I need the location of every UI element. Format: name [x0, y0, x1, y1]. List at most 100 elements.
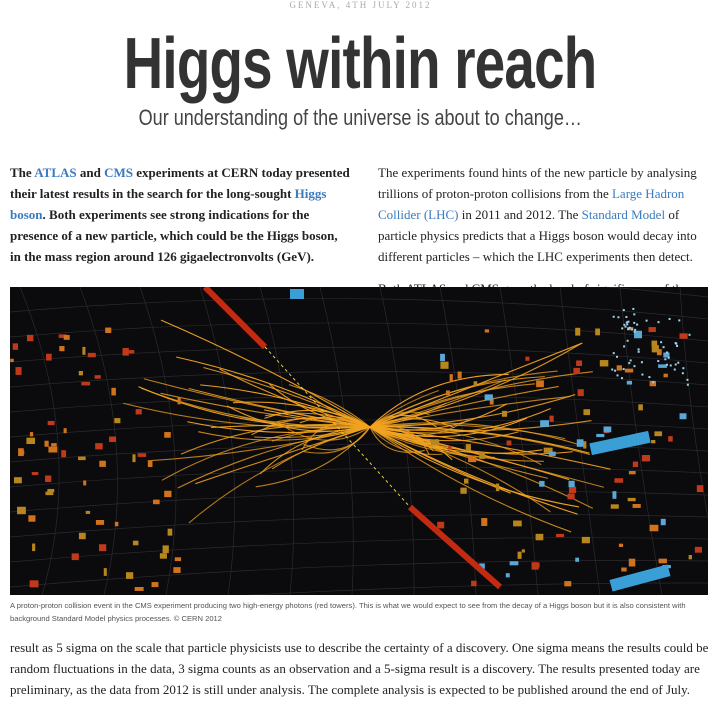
cell — [103, 568, 107, 576]
cell — [548, 451, 556, 456]
cell — [596, 433, 605, 438]
cell — [87, 352, 96, 358]
cell — [32, 543, 36, 552]
hit — [612, 352, 615, 355]
image-background — [10, 287, 708, 595]
dateline: GENEVA, 4TH JULY 2012 — [289, 0, 432, 10]
cell — [624, 368, 634, 373]
cell — [26, 437, 36, 445]
hit — [627, 328, 630, 331]
hit — [662, 346, 665, 349]
cell — [612, 491, 617, 499]
track — [285, 426, 371, 441]
hit — [626, 339, 629, 342]
cell — [29, 580, 39, 588]
hit — [637, 348, 640, 351]
track — [369, 426, 580, 508]
track — [288, 384, 371, 428]
cell — [614, 478, 624, 483]
continuation: result as 5 sigma on the scale that part… — [10, 637, 715, 700]
subtitle-wrap: Our understanding of the universe is abo… — [0, 105, 721, 131]
cell — [679, 413, 687, 420]
cell — [658, 558, 667, 564]
hit — [682, 367, 685, 370]
cell — [58, 334, 67, 338]
track — [160, 392, 371, 428]
cell — [45, 475, 52, 483]
cell — [430, 440, 440, 446]
link[interactable]: Higgs boson — [10, 186, 327, 222]
link[interactable]: Standard Model — [581, 207, 666, 222]
hit — [676, 344, 679, 347]
cell — [440, 361, 449, 369]
grid-line — [439, 287, 477, 595]
cell — [95, 519, 105, 525]
cell — [540, 420, 549, 427]
cell — [132, 540, 139, 546]
photon-tower — [202, 287, 268, 350]
cell — [583, 409, 591, 416]
cell — [134, 586, 144, 591]
track — [369, 426, 511, 494]
cell — [517, 551, 522, 559]
cell — [449, 374, 453, 383]
hit — [686, 383, 689, 386]
hit — [633, 313, 636, 316]
cell — [10, 358, 14, 363]
cell — [656, 349, 662, 356]
hit — [688, 333, 691, 336]
cell — [464, 478, 469, 484]
cell — [59, 346, 65, 352]
track — [271, 426, 371, 442]
cell — [679, 333, 688, 339]
hit — [660, 341, 663, 344]
photon-tower — [408, 504, 502, 590]
hit — [657, 321, 660, 324]
track — [369, 383, 536, 428]
hit — [616, 355, 619, 358]
cell — [174, 557, 182, 562]
cell — [85, 510, 91, 514]
cell — [17, 506, 26, 515]
cell — [549, 415, 554, 422]
text-run: . Both experiments see strong indication… — [10, 207, 338, 264]
cell — [81, 381, 91, 386]
link[interactable]: CMS — [104, 165, 133, 180]
track — [369, 389, 440, 428]
track — [188, 387, 371, 428]
cell — [651, 340, 658, 347]
hit — [633, 321, 636, 324]
cell — [634, 330, 642, 339]
grid-line — [10, 537, 708, 563]
cell — [484, 329, 490, 333]
cell — [509, 561, 519, 566]
cell — [173, 567, 181, 573]
cell — [531, 562, 539, 570]
cell — [47, 488, 55, 493]
hit — [652, 381, 655, 384]
grid-line — [10, 395, 708, 413]
hit — [686, 378, 689, 381]
cell — [465, 444, 471, 451]
cell — [28, 515, 36, 522]
hit — [634, 328, 637, 331]
link[interactable]: Large Hadron Collider (LHC) — [378, 186, 685, 222]
cell — [627, 497, 636, 502]
link[interactable]: ATLAS — [34, 165, 77, 180]
cell — [651, 440, 656, 444]
grid-line — [10, 346, 708, 364]
cell — [621, 567, 627, 572]
hit — [636, 323, 639, 326]
paragraph: result as 5 sigma on the scale that part… — [10, 637, 715, 700]
hit — [668, 317, 671, 320]
grid-line — [10, 287, 708, 298]
cell — [51, 443, 57, 447]
cell — [26, 334, 34, 342]
hit — [645, 319, 648, 322]
cell — [125, 572, 134, 579]
hit — [674, 342, 677, 345]
cell — [616, 365, 622, 371]
cell — [505, 573, 510, 578]
text-run: The experiments found hints of the new p… — [378, 165, 697, 201]
cell — [649, 380, 656, 387]
